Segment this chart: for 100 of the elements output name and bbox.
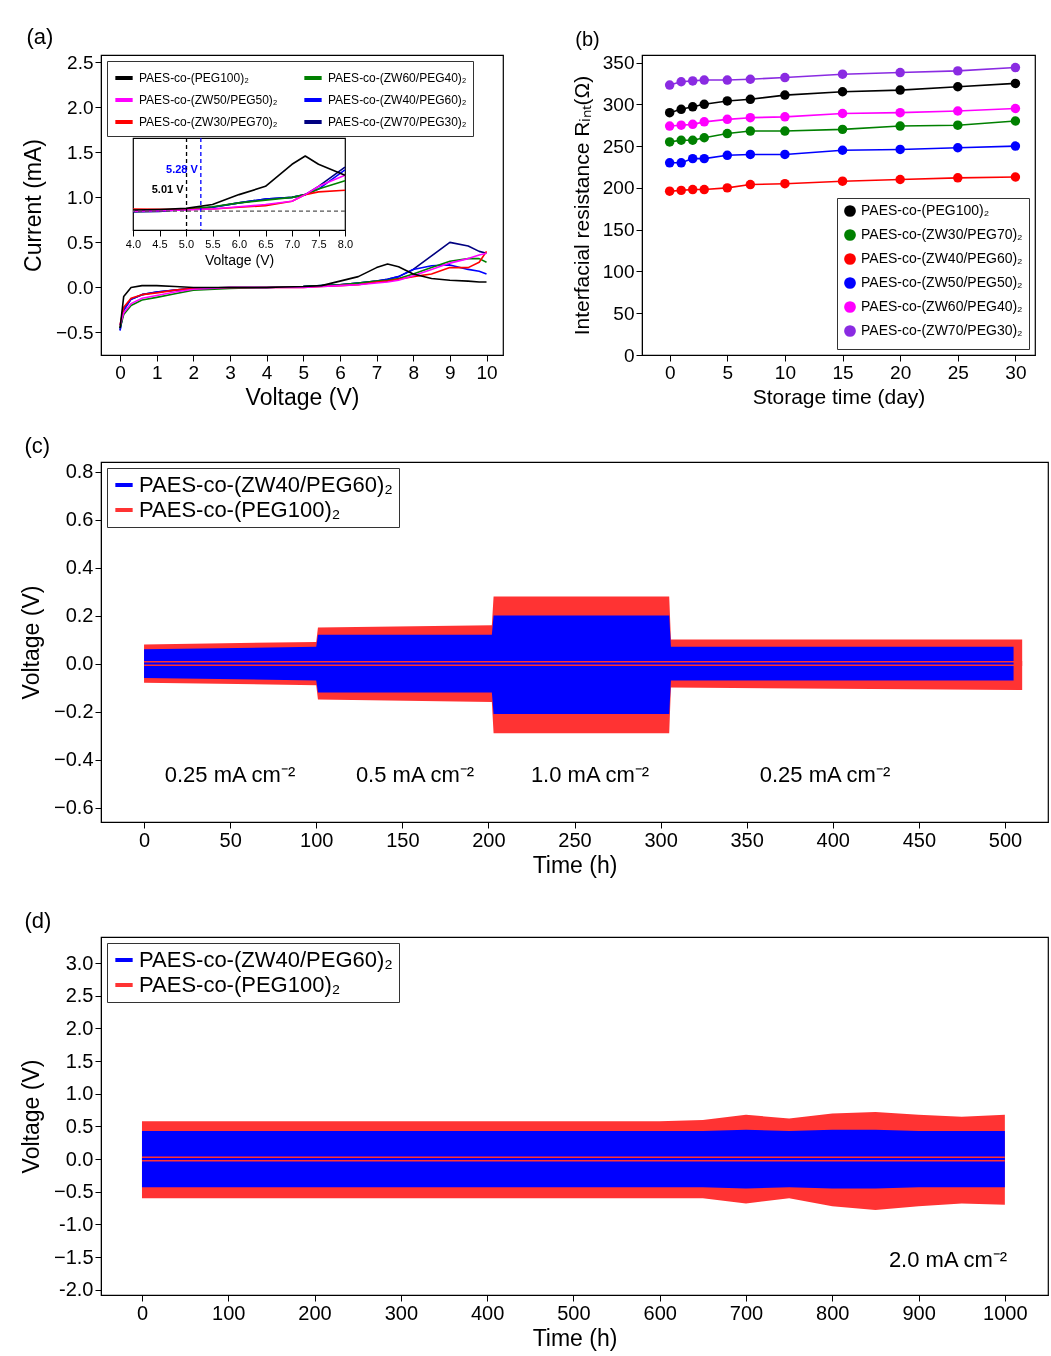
x-tick-label: 300 [384,1301,419,1324]
y-tick-label: 2.5 [65,984,94,1007]
x-tick-label: 5.0 [178,237,195,250]
x-tick-label: 6.5 [258,237,274,250]
x-tick-label: 400 [470,1301,505,1324]
x-tick-label: 2 [188,361,200,383]
x-tick-label: 8 [408,361,420,383]
y-tick-label: 0 [623,344,635,366]
legend-label: PAES-co-(PEG100)₂ [139,497,341,522]
x-tick-label: 450 [902,828,937,851]
x-tick-label: 4.5 [152,237,168,250]
x-tick-label: 900 [902,1301,936,1324]
y-tick-label: 0.0 [67,276,94,298]
x-tick-label: 4.0 [125,237,142,250]
y-axis-title: Voltage (V) [18,1059,45,1174]
x-axis-title: Storage time (day) [752,384,926,408]
y-tick-label: −0.5 [54,1180,94,1203]
x-tick-label: 400 [816,828,850,851]
legend-label: PAES-co-(ZW40/PEG60)₂ [139,472,393,497]
legend-label: PAES-co-(ZW30/PEG70)₂ [861,226,1023,242]
x-tick-label: 50 [219,828,242,851]
legend-label: PAES-co-(ZW50/PEG50)₂ [139,93,278,107]
y-tick-label: 100 [602,260,635,282]
y-tick-label: 0.5 [67,231,94,253]
annotation: 0.5 mA cm⁻² [355,762,475,787]
y-tick-label: 0.4 [65,556,94,579]
x-tick-label: 1000 [983,1301,1028,1324]
y-tick-label: 3.0 [65,951,94,974]
y-tick-label: −0.6 [54,796,94,819]
y-tick-label: 0.2 [65,604,94,627]
x-tick-label: 0 [664,361,676,383]
legend-label: PAES-co-(ZW30/PEG70)₂ [139,115,278,129]
y-tick-label: 1.0 [65,1082,94,1105]
x-tick-label: 0 [115,361,126,383]
legend-label: PAES-co-(PEG100)₂ [139,71,250,85]
y-tick-label: 200 [602,177,635,199]
legend-label: PAES-co-(ZW70/PEG30)₂ [328,115,467,129]
y-tick-label: 0.6 [65,508,94,531]
legend-label: PAES-co-(ZW40/PEG60)₂ [139,947,393,972]
y-tick-label: 350 [602,52,635,74]
y-tick-label: 2.0 [67,96,94,118]
legend-label: PAES-co-(PEG100)₂ [139,972,341,997]
y-tick-label: −0.4 [54,748,94,771]
x-tick-label: 7.5 [311,237,327,250]
y-tick-label: 1.5 [65,1049,94,1072]
x-tick-label: 8.0 [337,237,354,250]
annotation: 1.0 mA cm⁻² [530,762,650,787]
x-tick-label: 300 [644,828,678,851]
legend-label: PAES-co-(ZW60/PEG40)₂ [328,71,467,85]
annotation: 2.0 mA cm⁻² [888,1247,1008,1272]
legend-label: PAES-co-(ZW60/PEG40)₂ [861,298,1023,314]
legend-label: PAES-co-(PEG100)₂ [861,202,990,218]
annotation: 0.25 mA cm⁻² [164,762,296,787]
x-tick-label: 800 [816,1301,850,1324]
x-axis-title: Time (h) [532,851,618,878]
y-tick-label: 0.0 [65,652,94,675]
y-tick-label: 0.5 [65,1114,94,1137]
y-tick-label: 300 [602,93,635,115]
x-tick-label: 600 [643,1301,677,1324]
x-tick-label: 6 [335,361,346,383]
y-tick-label: −0.2 [54,700,94,723]
x-tick-label: 4 [261,361,273,383]
x-tick-label: 3 [225,361,236,383]
y-axis-title: Interfacial resistance Rᵢₙₜ(Ω) [569,75,593,336]
x-axis-title: Voltage (V) [245,383,360,410]
x-tick-label: 5 [298,361,310,383]
x-tick-label: 25 [947,361,969,383]
x-tick-label: 700 [729,1301,764,1324]
annotation: 0.25 mA cm⁻² [759,762,891,787]
x-tick-label: 150 [386,828,420,851]
legend-label: PAES-co-(ZW70/PEG30)₂ [861,322,1023,338]
x-tick-label: 1 [151,361,163,383]
x-tick-label: 200 [472,828,506,851]
y-tick-label: -1.0 [59,1212,94,1235]
x-tick-label: 500 [557,1301,591,1324]
x-tick-label: 0 [138,828,151,851]
x-tick-label: 6.0 [231,237,248,250]
legend-label: PAES-co-(ZW40/PEG60)₂ [861,250,1023,266]
y-axis-title: Current (mA) [19,139,46,272]
x-tick-label: 20 [890,361,912,383]
x-tick-label: 100 [300,828,334,851]
x-tick-label: 5.5 [205,237,221,250]
chart-title: (c) [24,432,51,458]
y-tick-label: −0.5 [55,321,94,343]
x-tick-label: 350 [730,828,764,851]
ref-line-label: 5.28 V [166,163,199,175]
y-tick-label: 0.0 [65,1147,94,1170]
x-tick-label: 0 [136,1301,149,1324]
x-axis-title: Voltage (V) [204,251,275,268]
x-tick-label: 500 [988,828,1023,851]
x-tick-label: 200 [298,1301,332,1324]
x-tick-label: 5 [722,361,734,383]
x-axis-title: Time (h) [532,1324,618,1351]
y-tick-label: 2.0 [65,1016,94,1039]
x-tick-label: 7.0 [284,237,301,250]
y-tick-label: -2.0 [59,1278,94,1301]
y-tick-label: 250 [602,135,635,157]
x-tick-label: 250 [558,828,592,851]
x-tick-label: 30 [1005,361,1027,383]
legend-label: PAES-co-(ZW40/PEG60)₂ [328,93,467,107]
